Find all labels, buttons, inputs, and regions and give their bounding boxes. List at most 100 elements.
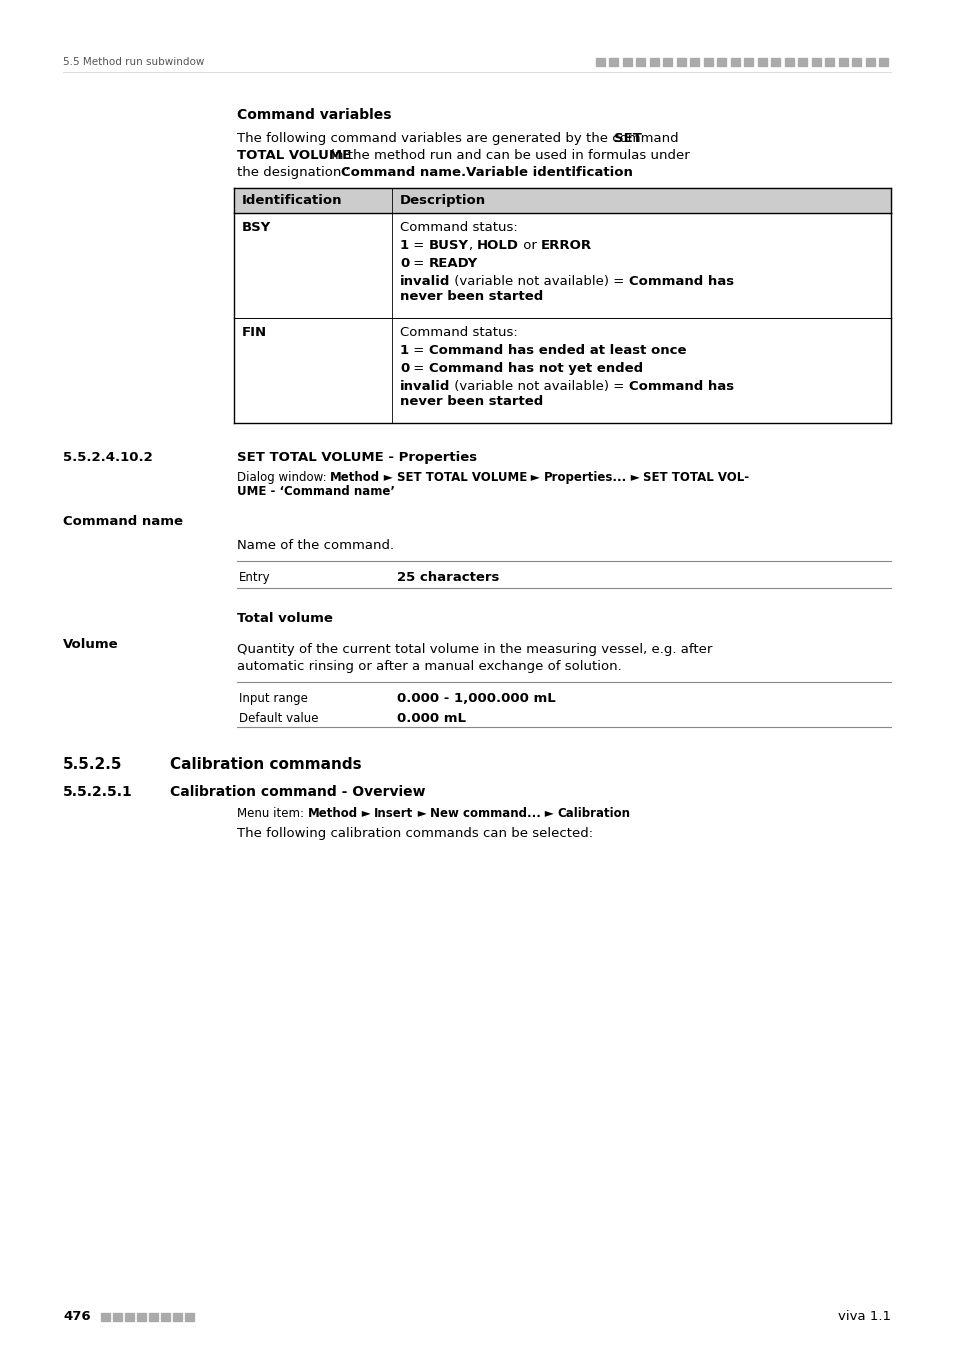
Bar bbox=[125, 1314, 133, 1322]
Text: Default value: Default value bbox=[239, 711, 318, 725]
Text: =: = bbox=[409, 256, 428, 270]
Bar bbox=[784, 58, 793, 66]
Text: Description: Description bbox=[399, 194, 486, 207]
Text: Method: Method bbox=[330, 471, 380, 485]
Text: 476: 476 bbox=[63, 1311, 91, 1323]
Text: or: or bbox=[518, 239, 540, 252]
Text: ►: ► bbox=[540, 807, 557, 819]
Text: The following command variables are generated by the command: The following command variables are gene… bbox=[236, 132, 682, 144]
Bar bbox=[677, 58, 685, 66]
Text: Command has not yet ended: Command has not yet ended bbox=[428, 362, 642, 375]
Bar bbox=[185, 1314, 193, 1322]
Text: BSY: BSY bbox=[242, 221, 271, 234]
Text: Command variables: Command variables bbox=[236, 108, 391, 122]
Text: =: = bbox=[409, 362, 428, 375]
Text: 1: 1 bbox=[399, 344, 409, 356]
Text: Quantity of the current total volume in the measuring vessel, e.g. after: Quantity of the current total volume in … bbox=[236, 643, 712, 656]
Text: =: = bbox=[409, 344, 428, 356]
Text: Calibration: Calibration bbox=[557, 807, 630, 819]
Text: Entry: Entry bbox=[239, 571, 271, 585]
Bar bbox=[879, 58, 887, 66]
Text: 5.5.2.4.10.2: 5.5.2.4.10.2 bbox=[63, 451, 152, 464]
Bar bbox=[622, 58, 631, 66]
Text: Command name: Command name bbox=[63, 514, 183, 528]
Text: 5.5.2.5: 5.5.2.5 bbox=[63, 757, 122, 772]
Bar bbox=[649, 58, 659, 66]
Bar bbox=[609, 58, 618, 66]
Text: Command has ended at least once: Command has ended at least once bbox=[428, 344, 685, 356]
Text: Command has: Command has bbox=[628, 379, 733, 393]
Text: (variable not available) =: (variable not available) = bbox=[450, 379, 628, 393]
Text: =: = bbox=[409, 239, 428, 252]
Text: Command status:: Command status: bbox=[399, 325, 517, 339]
Text: Calibration command - Overview: Calibration command - Overview bbox=[170, 784, 425, 799]
Text: automatic rinsing or after a manual exchange of solution.: automatic rinsing or after a manual exch… bbox=[236, 660, 621, 674]
Text: The following calibration commands can be selected:: The following calibration commands can b… bbox=[236, 828, 593, 840]
Bar bbox=[101, 1314, 110, 1322]
Text: 1: 1 bbox=[399, 239, 409, 252]
Text: Command name.Variable identification: Command name.Variable identification bbox=[340, 166, 632, 180]
Text: Command has: Command has bbox=[628, 275, 733, 288]
Text: Total volume: Total volume bbox=[236, 612, 333, 625]
Text: Menu item:: Menu item: bbox=[236, 807, 308, 819]
Bar bbox=[149, 1314, 158, 1322]
Text: ►: ► bbox=[357, 807, 374, 819]
Bar bbox=[771, 58, 780, 66]
Text: New command...: New command... bbox=[430, 807, 540, 819]
Text: Name of the command.: Name of the command. bbox=[236, 539, 394, 552]
Bar bbox=[758, 58, 766, 66]
Text: Properties...: Properties... bbox=[543, 471, 626, 485]
Bar bbox=[690, 58, 699, 66]
Text: ’:: ’: bbox=[572, 166, 579, 180]
Bar bbox=[730, 58, 740, 66]
Text: Volume: Volume bbox=[63, 639, 118, 651]
Text: HOLD: HOLD bbox=[476, 239, 518, 252]
Text: FIN: FIN bbox=[242, 325, 267, 339]
Text: SET: SET bbox=[614, 132, 641, 144]
Text: Calibration commands: Calibration commands bbox=[170, 757, 361, 772]
Bar bbox=[636, 58, 645, 66]
Text: the designation ‘: the designation ‘ bbox=[236, 166, 350, 180]
Text: 0.000 mL: 0.000 mL bbox=[396, 711, 465, 725]
Text: ,: , bbox=[468, 239, 476, 252]
Text: SET TOTAL VOLUME: SET TOTAL VOLUME bbox=[396, 471, 527, 485]
Text: TOTAL VOLUME: TOTAL VOLUME bbox=[236, 148, 351, 162]
Text: ►: ► bbox=[527, 471, 543, 485]
Bar bbox=[811, 58, 821, 66]
Text: Method: Method bbox=[308, 807, 357, 819]
Text: in the method run and can be used in formulas under: in the method run and can be used in for… bbox=[327, 148, 689, 162]
Bar bbox=[233, 188, 890, 213]
Text: never been started: never been started bbox=[399, 396, 542, 408]
Text: BUSY: BUSY bbox=[428, 239, 468, 252]
Text: UME - ‘Command name’: UME - ‘Command name’ bbox=[236, 485, 395, 498]
Text: Command status:: Command status: bbox=[399, 221, 517, 234]
Text: Insert: Insert bbox=[374, 807, 414, 819]
Text: ►: ► bbox=[626, 471, 643, 485]
Text: 0: 0 bbox=[399, 256, 409, 270]
Text: SET TOTAL VOLUME - Properties: SET TOTAL VOLUME - Properties bbox=[236, 451, 476, 464]
Bar bbox=[112, 1314, 122, 1322]
Text: Identification: Identification bbox=[242, 194, 342, 207]
Bar bbox=[172, 1314, 182, 1322]
Bar bbox=[662, 58, 672, 66]
Text: 25 characters: 25 characters bbox=[396, 571, 498, 585]
Bar bbox=[838, 58, 847, 66]
Bar bbox=[743, 58, 753, 66]
Bar bbox=[596, 58, 604, 66]
Text: ►: ► bbox=[380, 471, 396, 485]
Text: invalid: invalid bbox=[399, 379, 450, 393]
Text: never been started: never been started bbox=[399, 290, 542, 302]
Text: ►: ► bbox=[414, 807, 430, 819]
Text: SET TOTAL VOL-: SET TOTAL VOL- bbox=[643, 471, 749, 485]
Text: ERROR: ERROR bbox=[540, 239, 592, 252]
Text: Input range: Input range bbox=[239, 693, 308, 705]
Text: 5.5 Method run subwindow: 5.5 Method run subwindow bbox=[63, 57, 204, 68]
Bar bbox=[852, 58, 861, 66]
Text: READY: READY bbox=[428, 256, 477, 270]
Bar bbox=[137, 1314, 146, 1322]
Text: invalid: invalid bbox=[399, 275, 450, 288]
Text: 0: 0 bbox=[399, 362, 409, 375]
Bar bbox=[798, 58, 806, 66]
Bar bbox=[717, 58, 726, 66]
Text: (variable not available) =: (variable not available) = bbox=[450, 275, 628, 288]
